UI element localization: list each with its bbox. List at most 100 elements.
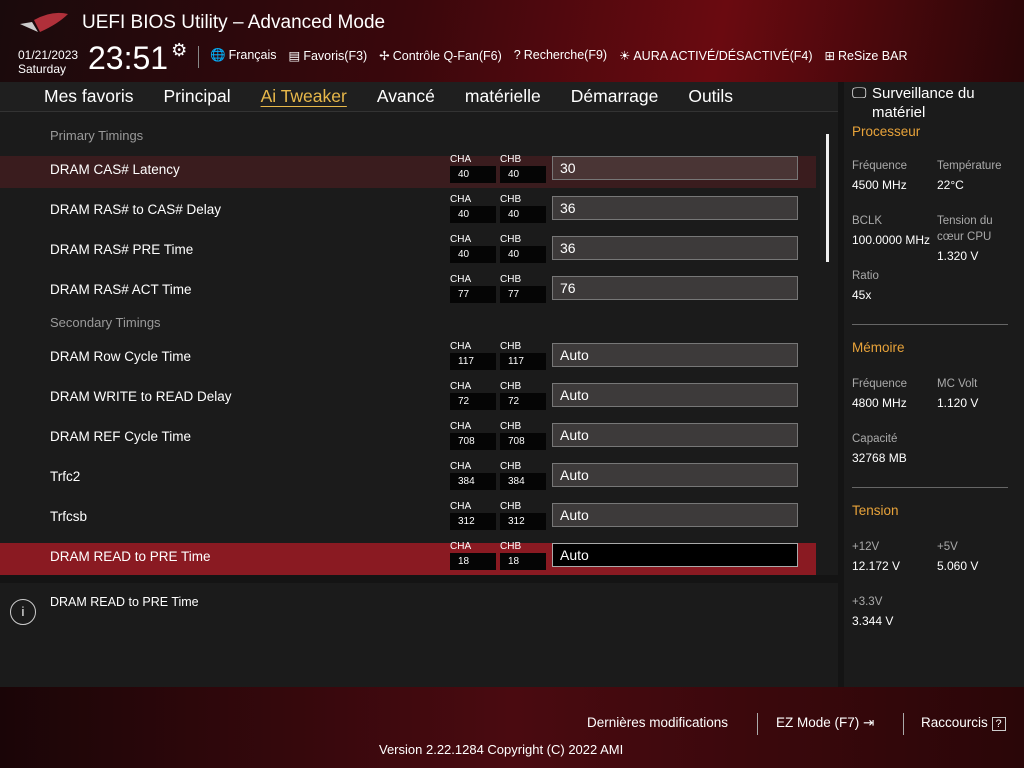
chb-label: CHB xyxy=(500,381,522,392)
tab-avancé[interactable]: Avancé xyxy=(376,86,435,106)
cha-label: CHA xyxy=(450,234,472,245)
chb-value: 117 xyxy=(500,353,546,370)
setting-row[interactable]: DRAM Row Cycle Time CHA 117 CHB 117 Auto xyxy=(0,341,816,375)
cpu-freq: 4500 MHz xyxy=(852,178,907,192)
setting-label: DRAM CAS# Latency xyxy=(50,162,180,177)
setting-row[interactable]: DRAM READ to PRE Time CHA 18 CHB 18 Auto xyxy=(0,541,816,575)
chb-label: CHB xyxy=(500,341,522,352)
cha-readout: CHA 384 xyxy=(450,461,496,490)
cha-value: 18 xyxy=(450,553,496,570)
setting-value-input[interactable]: Auto xyxy=(552,463,798,487)
clock-group: 23:51 ⚙ xyxy=(88,40,187,77)
toolbar-button[interactable]: ⊞ ReSize BAR xyxy=(825,48,908,63)
app-title: UEFI BIOS Utility – Advanced Mode xyxy=(82,12,386,33)
search-icon: ? xyxy=(513,48,521,62)
chb-label: CHB xyxy=(500,194,522,205)
cha-readout: CHA 40 xyxy=(450,234,496,263)
chb-label: CHB xyxy=(500,541,522,552)
chb-value: 384 xyxy=(500,473,546,490)
setting-row[interactable]: DRAM RAS# ACT Time CHA 77 CHB 77 76 xyxy=(0,274,816,308)
tab-ai-tweaker[interactable]: Ai Tweaker xyxy=(260,86,347,106)
cha-value: 117 xyxy=(450,353,496,370)
setting-value-input[interactable]: 30 xyxy=(552,156,798,180)
setting-value-input[interactable]: 76 xyxy=(552,276,798,300)
setting-row[interactable]: DRAM WRITE to READ Delay CHA 72 CHB 72 Aut… xyxy=(0,381,816,415)
v12: 12.172 V xyxy=(852,559,901,573)
memory-heading: Mémoire xyxy=(852,340,905,355)
ez-mode-button[interactable]: EZ Mode (F7) ⇥ xyxy=(776,715,874,731)
setting-row[interactable]: DRAM RAS# PRE Time CHA 40 CHB 40 36 xyxy=(0,234,816,268)
tab-outils[interactable]: Outils xyxy=(688,86,734,106)
globe-icon: 🌐 xyxy=(210,48,226,62)
setting-value-input[interactable]: 36 xyxy=(552,236,798,260)
chb-value: 40 xyxy=(500,166,546,183)
chb-label: CHB xyxy=(500,274,522,285)
tab-principal[interactable]: Principal xyxy=(163,86,231,106)
cha-label: CHA xyxy=(450,541,472,552)
setting-row[interactable]: DRAM REF Cycle Time CHA 708 CHB 708 Auto xyxy=(0,421,816,455)
setting-value-input[interactable]: Auto xyxy=(552,423,798,447)
mc-volt-label: MC Volt xyxy=(937,378,978,390)
tab-mes-favoris[interactable]: Mes favoris xyxy=(44,86,134,106)
mem-capacity: 32768 MB xyxy=(852,451,907,465)
setting-value-input[interactable]: Auto xyxy=(552,543,798,567)
weekday: Saturday xyxy=(18,62,67,76)
cha-label: CHA xyxy=(450,194,472,205)
gear-icon[interactable]: ⚙ xyxy=(171,40,188,60)
setting-value-input[interactable]: Auto xyxy=(552,503,798,527)
ratio: 45x xyxy=(852,288,872,302)
cha-value: 40 xyxy=(450,206,496,223)
chb-readout: CHB 72 xyxy=(500,381,546,410)
shortcuts-label: Raccourcis xyxy=(921,715,988,730)
toolbar-button[interactable]: 🌐 Français xyxy=(210,48,277,63)
cha-value: 384 xyxy=(450,473,496,490)
chb-label: CHB xyxy=(500,461,522,472)
aura-icon: ☀ xyxy=(619,49,631,63)
toolbar-button[interactable]: ✢ Contrôle Q-Fan(F6) xyxy=(379,48,502,63)
section-secondary-timings: Secondary Timings xyxy=(50,315,161,330)
mem-freq: 4800 MHz xyxy=(852,396,907,410)
scrollbar[interactable] xyxy=(826,134,829,262)
settings-list: Primary Timings Secondary Timings DRAM C… xyxy=(0,112,838,575)
toolbar-label: Recherche(F9) xyxy=(523,48,608,62)
chb-readout: CHB 708 xyxy=(500,421,546,450)
toolbar-button[interactable]: ? Recherche(F9) xyxy=(514,48,607,63)
resize-bar-icon: ⊞ xyxy=(824,49,836,63)
divider xyxy=(852,324,1008,325)
tab-matérielle[interactable]: matérielle xyxy=(464,86,541,106)
setting-row[interactable]: DRAM CAS# Latency CHA 40 CHB 40 30 xyxy=(0,154,816,188)
v33: 3.344 V xyxy=(852,614,894,628)
cpu-freq-label: Fréquence xyxy=(852,160,907,172)
chb-value: 77 xyxy=(500,286,546,303)
toolbar-button[interactable]: ▤ Favoris(F3) xyxy=(289,48,368,63)
last-modified-button[interactable]: Dernières modifications xyxy=(587,715,729,730)
toolbar-button[interactable]: ☀ AURA ACTIVÉ/DÉSACTIVÉ(F4) xyxy=(619,48,812,63)
help-panel: i DRAM READ to PRE Time xyxy=(0,583,838,687)
setting-value-input[interactable]: 36 xyxy=(552,196,798,220)
divider xyxy=(852,487,1008,488)
setting-row[interactable]: Trfc2 CHA 384 CHB 384 Auto xyxy=(0,461,816,495)
clock: 23:51 xyxy=(88,40,169,76)
setting-row[interactable]: DRAM RAS# to CAS# Delay CHA 40 CHB 40 36 xyxy=(0,194,816,228)
cha-label: CHA xyxy=(450,501,472,512)
tab-démarrage[interactable]: Démarrage xyxy=(570,86,659,106)
chb-readout: CHB 312 xyxy=(500,501,546,530)
setting-value-input[interactable]: Auto xyxy=(552,343,798,367)
cha-label: CHA xyxy=(450,341,472,352)
chb-value: 40 xyxy=(500,206,546,223)
chb-value: 312 xyxy=(500,513,546,530)
divider xyxy=(903,713,904,735)
setting-row[interactable]: Trfcsb CHA 312 CHB 312 Auto xyxy=(0,501,816,535)
bclk: 100.0000 MHz xyxy=(852,233,931,247)
fan-icon: ✢ xyxy=(379,49,390,63)
cha-label: CHA xyxy=(450,274,472,285)
mem-capacity-label: Capacité xyxy=(852,433,898,445)
cha-label: CHA xyxy=(450,381,472,392)
chb-value: 40 xyxy=(500,246,546,263)
setting-value-input[interactable]: Auto xyxy=(552,383,798,407)
shortcuts-button[interactable]: Raccourcis ? xyxy=(921,715,1006,731)
cha-value: 40 xyxy=(450,166,496,183)
monitor-icon: 🖵 xyxy=(852,85,867,102)
chb-value: 72 xyxy=(500,393,546,410)
monitor-title: 🖵 Surveillance du matériel xyxy=(852,85,975,121)
